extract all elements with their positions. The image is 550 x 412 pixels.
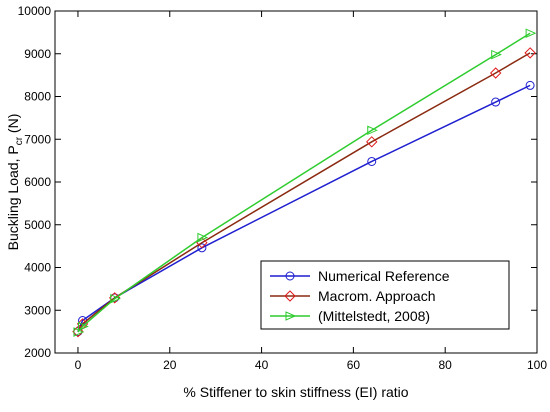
x-tick-label: 60 [347,358,361,372]
data-point [489,67,502,79]
series-3 [73,28,537,337]
data-point [197,232,209,243]
data-point [524,47,536,59]
data-point [367,125,378,136]
legend-marker [285,311,297,321]
data-point [110,293,121,304]
y-tick-label: 2000 [24,346,51,360]
data-point [366,136,378,148]
legend-marker [284,290,296,302]
data-point [78,321,89,332]
series-line [77,32,531,333]
legend: Numerical Reference Macrom. Approach (Mitt… [260,260,510,330]
y-tick-label: 7000 [24,132,51,146]
y-tick-label: 4000 [24,261,51,275]
y-axis-label-unit: (N) [5,114,21,137]
legend-label: Numerical Reference [318,268,450,284]
data-point [491,49,502,60]
legend-item: Macrom. Approach [270,288,436,304]
x-tick-label: 100 [527,358,547,372]
data-point [491,97,501,107]
x-axis-label: % Stiffener to skin stiffness (EI) ratio [183,384,408,400]
x-tick-label: 20 [163,358,177,372]
data-point [197,243,207,253]
y-tick-label: 5000 [24,218,51,232]
y-axis-label-sub: cr [14,136,25,145]
data-point [525,28,537,38]
legend-box [260,260,510,330]
y-tick-label: 8000 [24,90,51,104]
y-tick-label: 10000 [18,4,52,18]
data-point [525,80,535,90]
x-tick-label: 80 [439,358,453,372]
legend-label: Macrom. Approach [318,288,436,304]
legend-item: (Mittelstedt, 2008) [270,308,430,324]
y-tick-label: 3000 [24,303,51,317]
axis-ticks: 0 20 40 60 80 100 2000 3000 4000 5000 6000 7000 8000… [18,4,548,372]
data-point [72,325,84,338]
y-axis-label: Buckling Load, Pcr (N) [5,114,25,251]
x-tick-label: 40 [255,358,269,372]
legend-item: Numerical Reference [270,268,450,284]
legend-label: (Mittelstedt, 2008) [318,308,430,324]
x-tick-label: 0 [75,358,82,372]
legend-marker [285,271,295,281]
y-axis-label-main: Buckling Load, P [5,145,21,250]
y-tick-label: 6000 [24,175,51,189]
y-tick-label: 9000 [24,47,51,61]
data-point [367,156,377,166]
series-lines [72,28,537,338]
